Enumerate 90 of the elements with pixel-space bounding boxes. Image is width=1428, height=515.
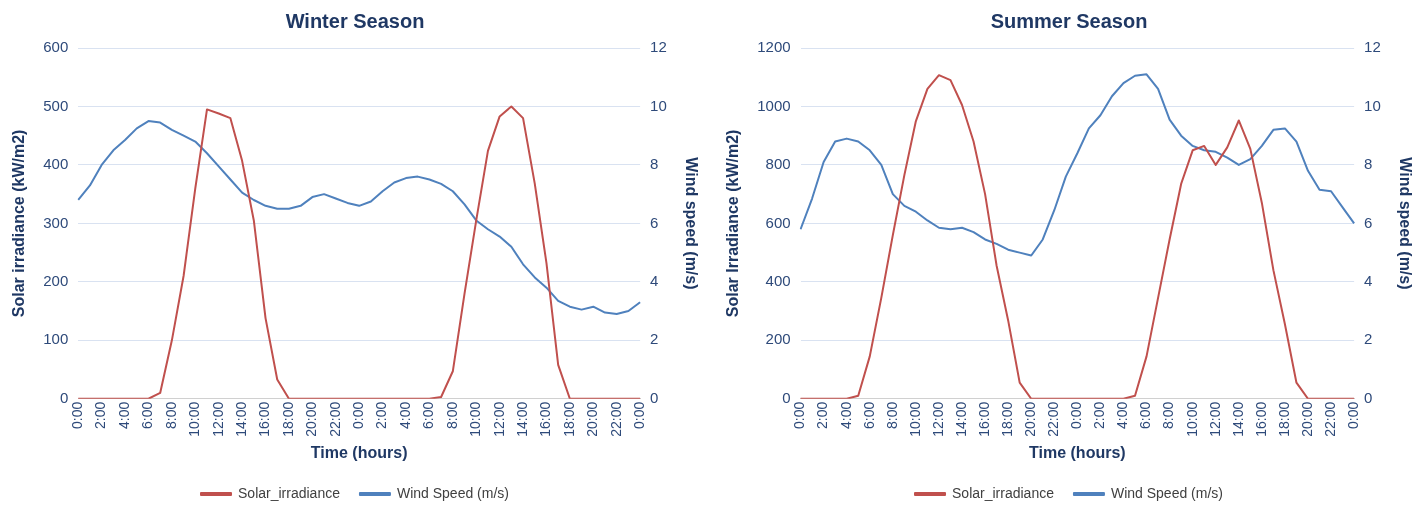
- y-tick-label: 0: [782, 388, 791, 406]
- x-tick-label: 12:00: [209, 401, 226, 437]
- legend-label: Solar_irradiance: [952, 484, 1055, 501]
- x-tick-label: 22:00: [607, 401, 624, 437]
- y-tick-label: 500: [43, 96, 69, 114]
- x-tick-label: 2:00: [373, 401, 390, 430]
- x-tick-label: 6:00: [420, 401, 437, 430]
- x-tick-label: 2:00: [1091, 401, 1108, 430]
- y2-axis-title: Wind speed (m/s): [682, 157, 700, 290]
- x-tick-label: 0:00: [350, 401, 367, 430]
- x-tick-label: 4:00: [115, 401, 132, 430]
- x-tick-label: 8:00: [443, 401, 460, 430]
- x-tick-label: 18:00: [1275, 401, 1292, 437]
- x-tick-label: 16:00: [537, 401, 554, 437]
- x-axis-title: Time (hours): [1029, 443, 1126, 461]
- x-tick-label: 18:00: [560, 401, 577, 437]
- x-tick-label: 16:00: [256, 401, 273, 437]
- y-tick-label: 1000: [757, 96, 791, 114]
- x-tick-label: 16:00: [975, 401, 992, 437]
- x-tick-label: 10:00: [186, 401, 203, 437]
- x-tick-label: 10:00: [1183, 401, 1200, 437]
- x-tick-label: 10:00: [467, 401, 484, 437]
- x-tick-label: 4:00: [396, 401, 413, 430]
- x-axis-title: Time (hours): [310, 443, 408, 461]
- y-tick-label: 0: [59, 388, 69, 406]
- x-tick-label: 18:00: [279, 401, 296, 437]
- legend-label: Wind Speed (m/s): [396, 484, 509, 501]
- x-tick-label: 14:00: [232, 401, 249, 437]
- x-tick-label: 20:00: [303, 401, 320, 437]
- x-tick-label: 8:00: [162, 401, 179, 430]
- x-tick-label: 20:00: [1298, 401, 1315, 437]
- x-tick-label: 12:00: [1206, 401, 1223, 437]
- y2-tick-label: 6: [650, 213, 659, 231]
- chart-title: Winter Season: [285, 9, 425, 32]
- x-tick-label: 0:00: [630, 401, 647, 430]
- y-tick-label: 800: [765, 155, 791, 173]
- x-tick-label: 20:00: [584, 401, 601, 437]
- y2-axis-title: Wind speed (m/s): [1396, 157, 1414, 290]
- legend-label: Solar_irradiance: [238, 484, 341, 501]
- legend-label: Wind Speed (m/s): [1110, 484, 1223, 501]
- x-tick-label: 0:00: [1068, 401, 1085, 430]
- x-tick-label: 14:00: [952, 401, 969, 437]
- x-tick-label: 14:00: [513, 401, 530, 437]
- x-tick-label: 0:00: [791, 401, 808, 430]
- y-tick-label: 1200: [757, 38, 791, 56]
- y2-tick-label: 0: [650, 388, 659, 406]
- x-tick-label: 0:00: [1344, 401, 1361, 430]
- x-tick-label: 8:00: [1160, 401, 1177, 430]
- x-tick-label: 10:00: [906, 401, 923, 437]
- chart-title: Summer Season: [990, 9, 1148, 32]
- x-tick-label: 18:00: [999, 401, 1016, 437]
- x-tick-label: 2:00: [92, 401, 109, 430]
- x-tick-label: 0:00: [69, 401, 86, 430]
- y-tick-label: 400: [765, 271, 791, 289]
- x-tick-label: 22:00: [1321, 401, 1338, 437]
- x-tick-label: 8:00: [883, 401, 900, 430]
- x-tick-label: 6:00: [139, 401, 156, 430]
- y-tick-label: 300: [43, 213, 69, 231]
- y2-tick-label: 0: [1364, 388, 1373, 406]
- x-tick-label: 6:00: [1137, 401, 1154, 430]
- x-tick-label: 14:00: [1229, 401, 1246, 437]
- x-tick-label: 6:00: [860, 401, 877, 430]
- y2-tick-label: 12: [650, 38, 667, 56]
- x-tick-label: 12:00: [929, 401, 946, 437]
- y2-tick-label: 10: [650, 96, 667, 114]
- x-tick-label: 20:00: [1022, 401, 1039, 437]
- y-tick-label: 600: [765, 213, 791, 231]
- y2-tick-label: 4: [650, 271, 659, 289]
- x-tick-label: 12:00: [490, 401, 507, 437]
- x-tick-label: 16:00: [1252, 401, 1269, 437]
- y-axis-title: Solar irradiance (kW/m2): [10, 129, 28, 318]
- x-tick-label: 4:00: [1114, 401, 1131, 430]
- y2-tick-label: 2: [1364, 330, 1373, 348]
- x-tick-label: 4:00: [837, 401, 854, 430]
- y2-tick-label: 4: [1364, 271, 1373, 289]
- x-tick-label: 2:00: [814, 401, 831, 430]
- y-tick-label: 400: [43, 155, 69, 173]
- x-tick-label: 22:00: [326, 401, 343, 437]
- y2-tick-label: 8: [1364, 155, 1373, 173]
- y-axis-title: Solar Irradiance (kW/m2): [724, 129, 742, 318]
- y2-tick-label: 8: [650, 155, 659, 173]
- y2-tick-label: 10: [1364, 96, 1381, 114]
- y2-tick-label: 6: [1364, 213, 1373, 231]
- x-tick-label: 22:00: [1045, 401, 1062, 437]
- y2-tick-label: 2: [650, 330, 659, 348]
- y-tick-label: 600: [43, 38, 69, 56]
- y-tick-label: 100: [43, 330, 69, 348]
- y-tick-label: 200: [43, 271, 69, 289]
- y-tick-label: 200: [765, 330, 791, 348]
- y2-tick-label: 12: [1364, 38, 1381, 56]
